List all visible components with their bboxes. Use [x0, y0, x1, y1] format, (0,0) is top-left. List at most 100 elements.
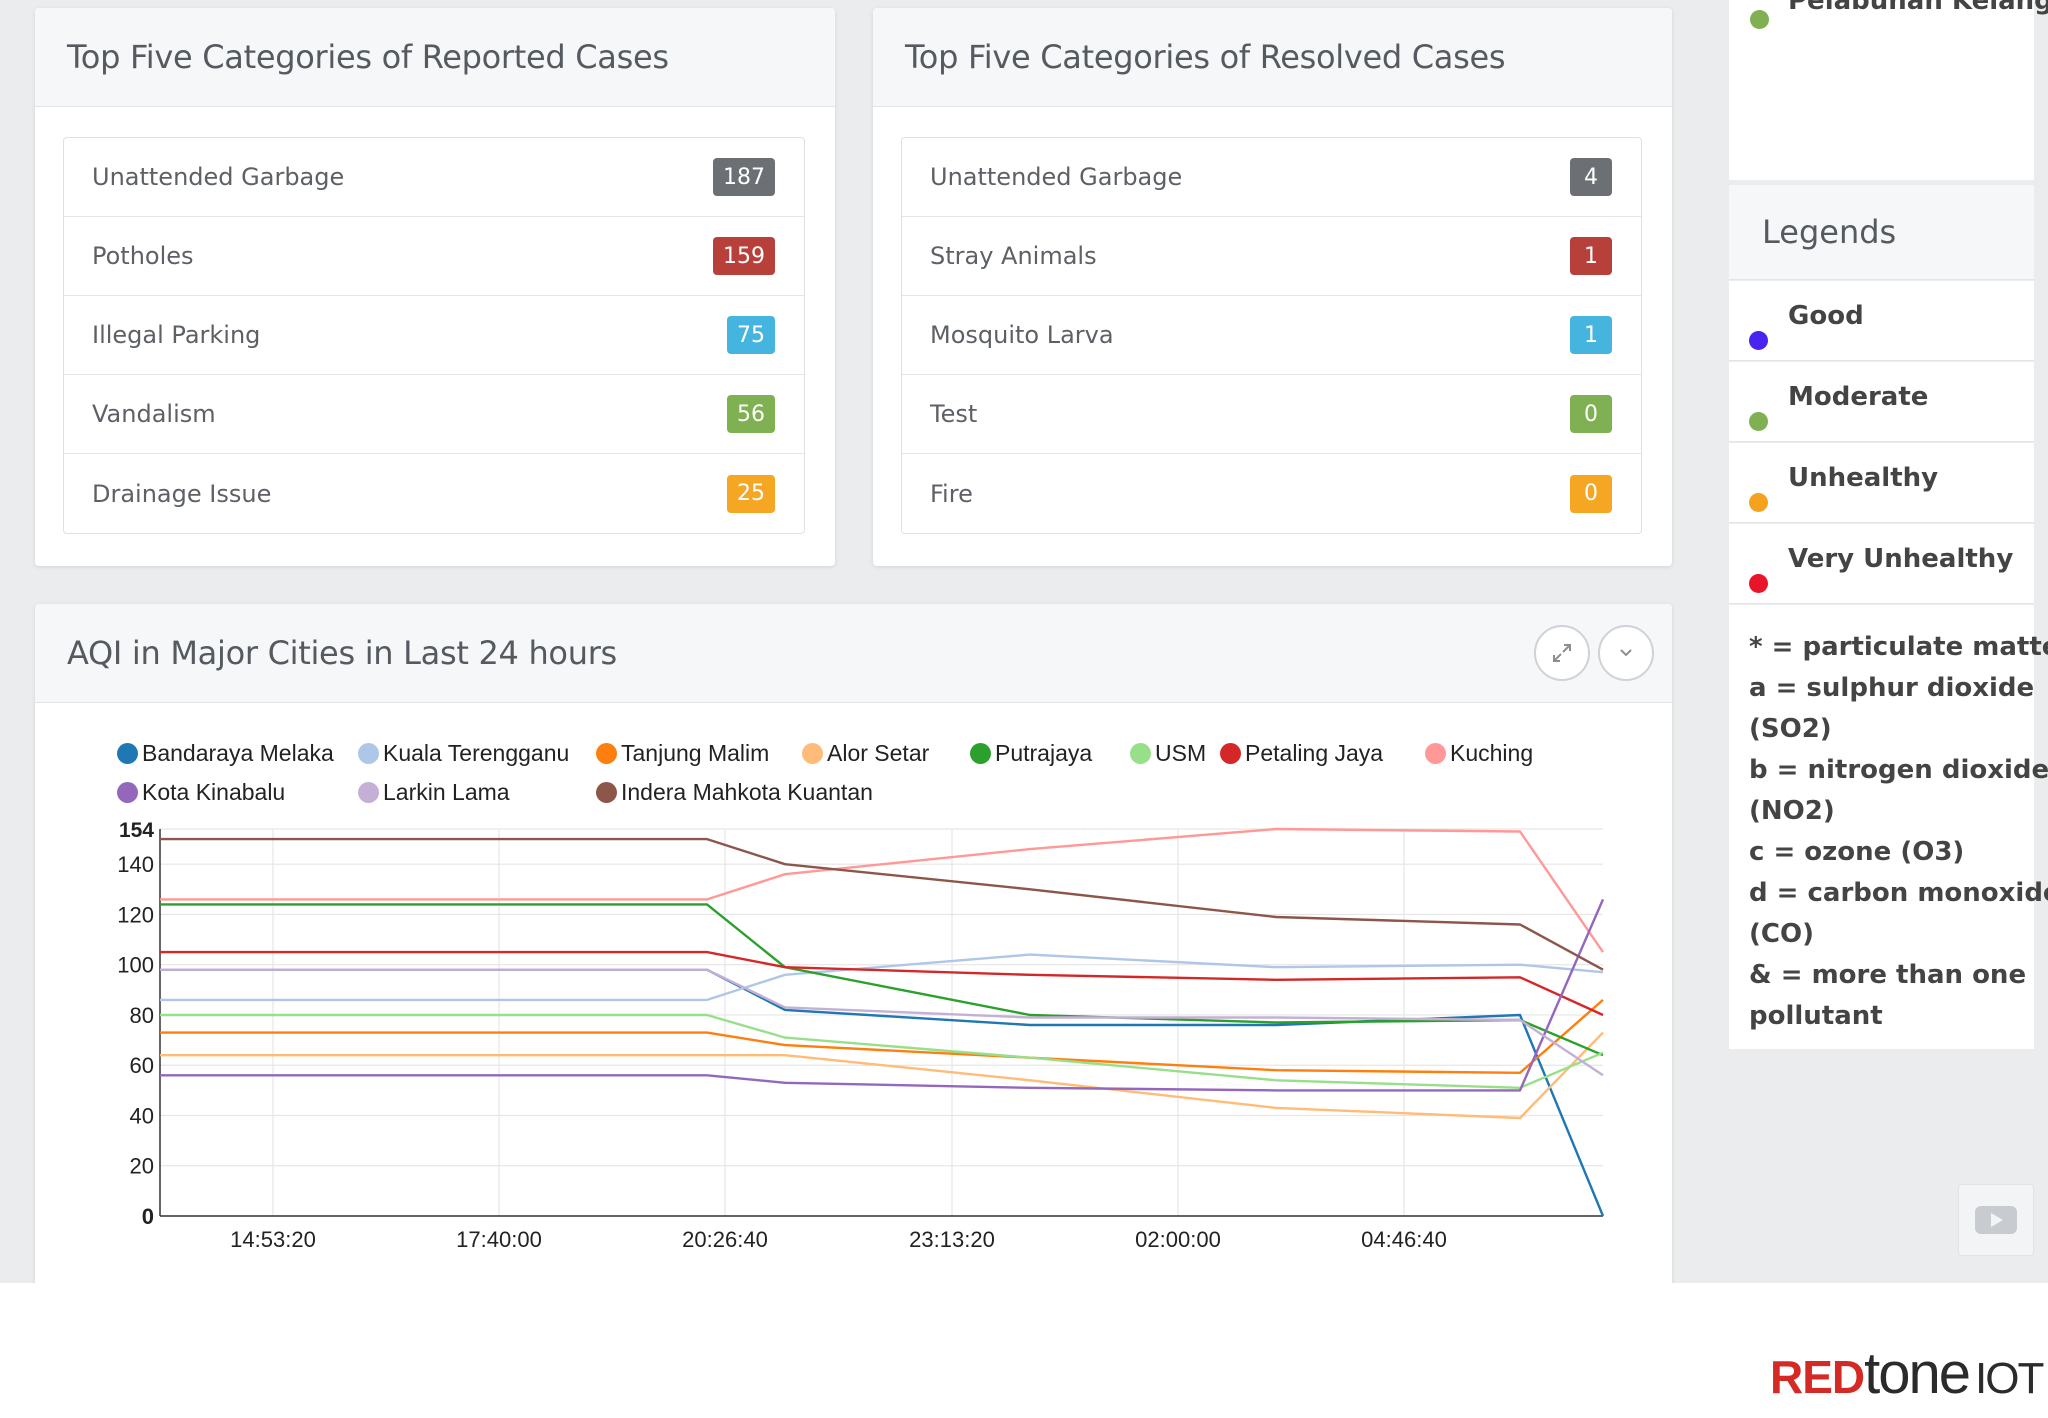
- chart-legend-dot: [358, 782, 379, 803]
- reported-case-count-badge: 187: [713, 158, 775, 196]
- series-line: [160, 950, 1604, 1017]
- series-line: [160, 1031, 1604, 1120]
- reported-case-label: Vandalism: [92, 400, 216, 428]
- resolved-cases-title: Top Five Categories of Resolved Cases: [905, 38, 1506, 76]
- legends-header: Legends: [1729, 185, 2034, 280]
- reported-case-label: Potholes: [92, 242, 194, 270]
- y-tick-label: 40: [130, 1103, 154, 1128]
- pollutant-note-line: pollutant: [1749, 1001, 1883, 1031]
- y-tick-label: 80: [130, 1003, 154, 1028]
- chart-legend-dot: [117, 782, 138, 803]
- resolved-case-count-badge: 1: [1570, 237, 1612, 275]
- series-line: [160, 827, 1604, 953]
- brand-iot-text: IOT: [1975, 1354, 2044, 1403]
- chart-legend-item[interactable]: USM: [1130, 740, 1206, 767]
- chart-legend-item[interactable]: Putrajaya: [970, 740, 1092, 767]
- pollutant-note-line: c = ozone (O3): [1749, 837, 1965, 867]
- series-line: [160, 898, 1605, 1092]
- y-tick-label: 120: [117, 902, 154, 927]
- chart-legend-item[interactable]: Alor Setar: [802, 740, 929, 767]
- aqi-tools: [1534, 625, 1654, 681]
- pollutant-note-line: d = carbon monoxide: [1749, 878, 2048, 908]
- chart-legend-label: Larkin Lama: [383, 779, 510, 805]
- reported-case-row[interactable]: Unattended Garbage 187: [64, 138, 804, 217]
- chart-legend-dot: [358, 743, 379, 764]
- chart-legend-label: Putrajaya: [995, 740, 1093, 766]
- series-line: [160, 837, 1604, 971]
- chart-legend-item[interactable]: Indera Mahkota Kuantan: [596, 779, 873, 806]
- brand-dark-text: tone: [1864, 1341, 1971, 1406]
- resolved-case-count-badge: 0: [1570, 395, 1612, 433]
- pollutant-note-line: (CO): [1749, 919, 1814, 949]
- expand-button[interactable]: [1534, 625, 1590, 681]
- reported-cases-title: Top Five Categories of Reported Cases: [67, 38, 669, 76]
- reported-cases-list: Unattended Garbage 187 Potholes 159 Illegal …: [63, 137, 805, 534]
- chart-legend-label: Bandaraya Melaka: [142, 740, 334, 766]
- chart-legend-dot: [1130, 743, 1151, 764]
- chart-legend-item[interactable]: Kuala Terengganu: [358, 740, 569, 767]
- x-tick-label: 04:46:40: [1361, 1227, 1447, 1252]
- chart-legend-item[interactable]: Bandaraya Melaka: [117, 740, 334, 767]
- chart-legend-dot: [802, 743, 823, 764]
- reported-case-row[interactable]: Potholes 159: [64, 217, 804, 296]
- chart-legend-label: Alor Setar: [827, 740, 930, 766]
- aqi-legend-item: Very Unhealthy: [1729, 524, 2034, 604]
- chart-legend-label: Kota Kinabalu: [142, 779, 286, 805]
- chart-legend-item[interactable]: Kota Kinabalu: [117, 779, 285, 806]
- resolved-case-row[interactable]: Unattended Garbage 4: [902, 138, 1641, 217]
- resolved-case-row[interactable]: Fire 0: [902, 454, 1641, 533]
- station-card: [1729, 0, 2034, 180]
- y-tick-label: 20: [130, 1154, 154, 1179]
- resolved-case-label: Test: [930, 400, 978, 428]
- chart-legend-label: Kuching: [1450, 740, 1534, 766]
- chart-legend-dot: [1220, 743, 1241, 764]
- aqi-legend-dot: [1749, 412, 1768, 431]
- resolved-case-row[interactable]: Mosquito Larva 1: [902, 296, 1641, 375]
- resolved-case-label: Unattended Garbage: [930, 163, 1183, 191]
- reported-case-row[interactable]: Vandalism 56: [64, 375, 804, 454]
- resolved-case-row[interactable]: Test 0: [902, 375, 1641, 454]
- resolved-cases-header: Top Five Categories of Resolved Cases: [873, 8, 1672, 107]
- x-tick-label: 23:13:20: [909, 1227, 995, 1252]
- pollutant-note-line: & = more than one: [1749, 960, 2027, 990]
- resolved-case-count-badge: 1: [1570, 316, 1612, 354]
- y-tick-label: 140: [117, 852, 154, 877]
- chart-legend-item[interactable]: Larkin Lama: [358, 779, 510, 806]
- x-tick-label: 17:40:00: [456, 1227, 542, 1252]
- reported-case-row[interactable]: Illegal Parking 75: [64, 296, 804, 375]
- resolved-case-label: Mosquito Larva: [930, 321, 1114, 349]
- chart-legend-item[interactable]: Tanjung Malim: [596, 740, 769, 767]
- pollutant-note-line: b = nitrogen dioxide: [1749, 755, 2048, 785]
- chart-legend-label: Indera Mahkota Kuantan: [621, 779, 873, 805]
- legends-title: Legends: [1762, 213, 1897, 251]
- resolved-case-count-badge: 4: [1570, 158, 1612, 196]
- resolved-case-row[interactable]: Stray Animals 1: [902, 217, 1641, 296]
- chart-legend-item[interactable]: Kuching: [1425, 740, 1533, 767]
- chart-legend-label: Tanjung Malim: [621, 740, 770, 766]
- resolved-cases-panel: Top Five Categories of Resolved Cases Un…: [873, 8, 1672, 566]
- video-button[interactable]: [1958, 1184, 2034, 1256]
- chart-legend-label: USM: [1155, 740, 1207, 766]
- x-tick-label: 02:00:00: [1135, 1227, 1221, 1252]
- aqi-line-chart: 154 140 120 100 80 60 40 20 0 14:53:20 17:40:00 20:…: [117, 819, 1605, 1252]
- y-tick-label: 154: [119, 819, 154, 842]
- dashboard: Top Five Categories of Reported Cases Un…: [0, 0, 2048, 1283]
- aqi-panel: AQI in Major Cities in Last 24 hours: [35, 604, 1672, 1283]
- chart-legend-item[interactable]: Petaling Jaya: [1220, 740, 1383, 767]
- aqi-legend-dot: [1749, 493, 1768, 512]
- aqi-legend-label: Moderate: [1788, 382, 1929, 412]
- reported-case-count-badge: 75: [727, 316, 775, 354]
- aqi-legend-item: Moderate: [1729, 362, 2034, 442]
- reported-case-row[interactable]: Drainage Issue 25: [64, 454, 804, 533]
- reported-case-label: Illegal Parking: [92, 321, 261, 349]
- pollutant-note-line: (NO2): [1749, 796, 1835, 826]
- chart-legend-label: Petaling Jaya: [1245, 740, 1384, 766]
- pollutant-note-line: (SO2): [1749, 714, 1832, 744]
- aqi-legend-label: Unhealthy: [1788, 463, 1939, 493]
- collapse-button[interactable]: [1598, 625, 1654, 681]
- chevron-down-icon: [1620, 649, 1632, 657]
- reported-case-label: Drainage Issue: [92, 479, 272, 508]
- chart-legend-dot: [596, 782, 617, 803]
- reported-cases-panel: Top Five Categories of Reported Cases Un…: [35, 8, 835, 566]
- chart-legend-dot: [1425, 743, 1446, 764]
